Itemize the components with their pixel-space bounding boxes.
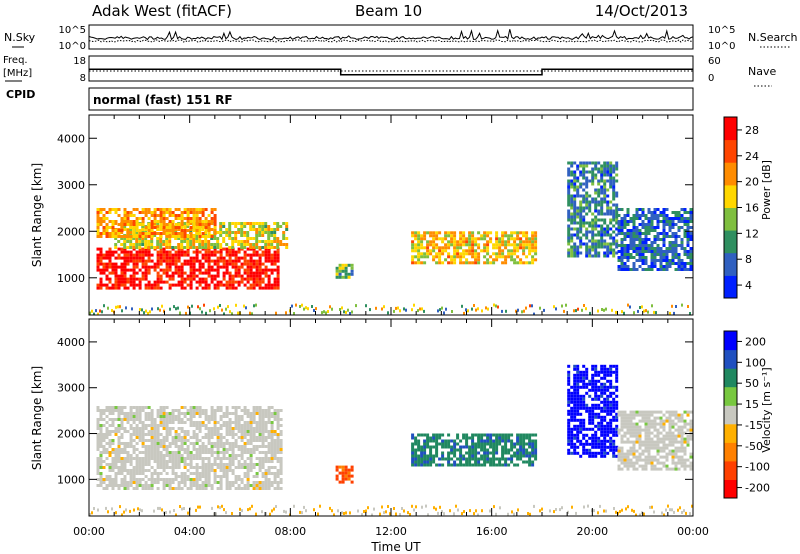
colorbar-segment bbox=[724, 117, 737, 141]
colorbar-tick-label: 200 bbox=[745, 335, 766, 348]
data-region bbox=[411, 433, 538, 467]
colorbar-segment bbox=[724, 162, 737, 186]
ground-scatter bbox=[89, 303, 691, 315]
date-label: 14/Oct/2013 bbox=[595, 2, 688, 20]
power-panel-ylabel: Slant Range [km] bbox=[30, 163, 44, 267]
n-sky-trace bbox=[88, 28, 694, 41]
data-region bbox=[96, 406, 283, 490]
colorbar-segment bbox=[724, 442, 737, 462]
data-region bbox=[335, 465, 354, 484]
colorbar-segment bbox=[724, 460, 737, 480]
colorbar-segment bbox=[724, 184, 737, 208]
data-region bbox=[411, 231, 538, 265]
colorbar-tick-label: 8 bbox=[745, 253, 752, 266]
y-tick-label: 2000 bbox=[57, 428, 85, 441]
colorbar-segment bbox=[724, 386, 737, 406]
velocity-panel-ylabel: Slant Range [km] bbox=[30, 366, 44, 470]
colorbar-tick-label: 24 bbox=[745, 150, 759, 163]
velocity-panel-data bbox=[89, 364, 693, 516]
n-search-label: N.Search bbox=[748, 31, 798, 44]
colorbar-segment bbox=[724, 207, 737, 231]
power-panel-axes: 1000 2000 3000 4000 bbox=[57, 115, 694, 315]
power-panel-data bbox=[89, 161, 693, 315]
colorbar-segment bbox=[724, 139, 737, 163]
colorbar-segment bbox=[724, 423, 737, 443]
colorbar-tick-label: 20 bbox=[745, 176, 759, 189]
velocity-panel-axes: 1000 2000 3000 4000 00:00 04:00 08:00 12:00 16:0… bbox=[57, 319, 709, 538]
x-tick-label: 12:00 bbox=[375, 525, 407, 538]
colorbar-tick-label: 15 bbox=[745, 398, 759, 411]
noise-traces bbox=[88, 28, 694, 43]
n-search-trace bbox=[88, 39, 693, 43]
nave-tick-bottom: 0 bbox=[708, 73, 714, 84]
station-title: Adak West (fitACF) bbox=[92, 2, 232, 20]
y-tick-label: 3000 bbox=[57, 382, 85, 395]
nave-tick-top: 60 bbox=[708, 56, 721, 67]
x-tick-label: 00:00 bbox=[73, 525, 105, 538]
y-tick-label: 1000 bbox=[57, 473, 85, 486]
colorbar-tick-label: 12 bbox=[745, 227, 759, 240]
data-region bbox=[335, 263, 354, 279]
data-region bbox=[96, 208, 217, 238]
colorbar-segment bbox=[724, 275, 737, 299]
y-tick-label: 3000 bbox=[57, 179, 85, 192]
noise-tick-left-bottom: 10^0 bbox=[59, 41, 86, 52]
x-tick-label: 04:00 bbox=[174, 525, 206, 538]
data-region bbox=[567, 161, 619, 258]
freq-tick-bottom: 8 bbox=[80, 73, 86, 84]
colorbar-tick-label: 16 bbox=[745, 202, 759, 215]
x-tick-label: 08:00 bbox=[274, 525, 306, 538]
freq-traces bbox=[89, 68, 693, 76]
x-tick-label: 00:00 bbox=[677, 525, 709, 538]
colorbar-segment bbox=[724, 230, 737, 254]
colorbar-tick-label: -200 bbox=[745, 482, 770, 495]
beam-label: Beam 10 bbox=[355, 2, 422, 20]
velocity-colorbar-label: Velocity [m s⁻¹] bbox=[760, 367, 773, 452]
colorbar-tick-label: -100 bbox=[745, 461, 770, 474]
colorbar-segment bbox=[724, 349, 737, 369]
colorbar-segment bbox=[724, 252, 737, 276]
freq-panel-frame bbox=[88, 55, 694, 82]
colorbar-segment bbox=[724, 331, 737, 351]
x-tick-label: 20:00 bbox=[576, 525, 608, 538]
colorbar-segment bbox=[724, 405, 737, 425]
data-region bbox=[567, 364, 619, 458]
colorbar-tick-label: -50 bbox=[745, 440, 763, 453]
colorbar-tick-label: 50 bbox=[745, 377, 759, 390]
data-region bbox=[617, 208, 693, 271]
colorbar-tick-label: 28 bbox=[745, 124, 759, 137]
ground-scatter bbox=[89, 504, 693, 516]
y-tick-label: 4000 bbox=[57, 132, 85, 145]
power-colorbar: 28 24 20 16 12 8 4 bbox=[723, 116, 759, 299]
colorbar-segment bbox=[724, 479, 737, 499]
data-region bbox=[96, 247, 280, 290]
colorbar-segment bbox=[724, 368, 737, 388]
freq-unit-label: [MHz] bbox=[3, 68, 32, 79]
n-sky-label: N.Sky bbox=[4, 31, 36, 44]
frequency-trace bbox=[89, 68, 693, 76]
power-colorbar-label: Power [dB] bbox=[760, 160, 773, 220]
noise-tick-right-top: 10^5 bbox=[708, 25, 735, 36]
y-tick-label: 4000 bbox=[57, 336, 85, 349]
colorbar-frame bbox=[723, 330, 738, 499]
nave-label: Nave bbox=[748, 65, 776, 78]
noise-tick-left-top: 10^5 bbox=[59, 25, 86, 36]
colorbar-tick-label: 4 bbox=[745, 279, 752, 292]
colorbar-tick-label: -15 bbox=[745, 419, 763, 432]
colorbar-tick-label: 100 bbox=[745, 356, 766, 369]
time-axis-label: Time UT bbox=[370, 540, 421, 554]
freq-tick-top: 18 bbox=[73, 56, 86, 67]
y-tick-label: 1000 bbox=[57, 272, 85, 285]
cpid-text: normal (fast) 151 RF bbox=[93, 93, 233, 107]
x-tick-label: 16:00 bbox=[476, 525, 508, 538]
cpid-panel-frame bbox=[88, 87, 694, 111]
data-region bbox=[617, 410, 693, 471]
velocity-colorbar: 200 100 50 15 -15 -50 -100 -200 bbox=[723, 330, 770, 499]
cpid-label: CPID bbox=[6, 88, 35, 101]
freq-label: Freq. bbox=[3, 55, 28, 66]
y-tick-label: 2000 bbox=[57, 225, 85, 238]
noise-tick-right-bottom: 10^0 bbox=[708, 41, 735, 52]
